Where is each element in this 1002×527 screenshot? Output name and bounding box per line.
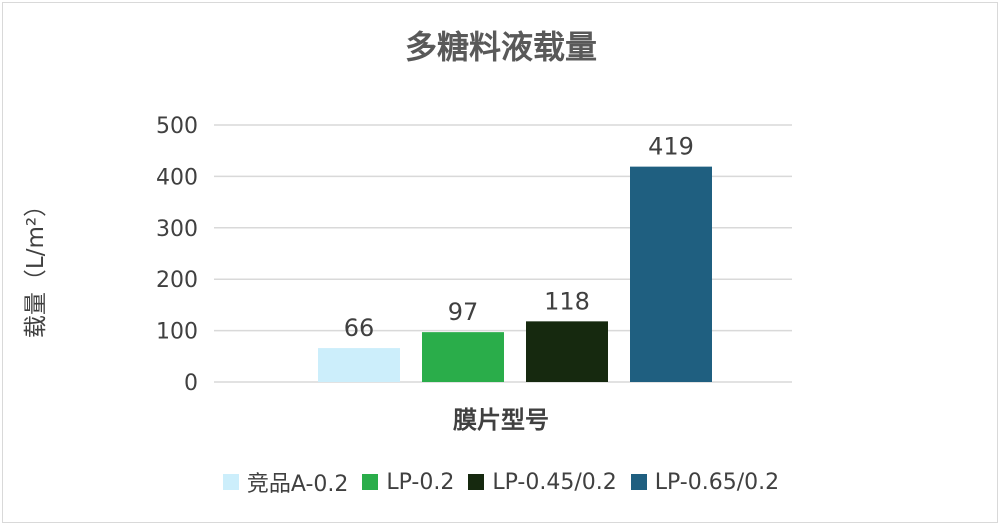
legend-swatch	[468, 474, 485, 490]
legend-item: 竞品A-0.2	[222, 466, 349, 498]
y-tick-label: 200	[156, 268, 198, 293]
data-label: 97	[448, 298, 479, 326]
bar	[422, 332, 504, 382]
y-tick-label: 300	[156, 217, 198, 242]
y-tick-label: 100	[156, 320, 198, 345]
data-label: 66	[344, 314, 375, 342]
legend-swatch	[362, 474, 379, 490]
bar	[318, 348, 400, 382]
y-tick-label: 0	[184, 371, 198, 396]
data-label: 419	[648, 133, 694, 161]
y-axis-title: 载量（L/m²）	[23, 193, 49, 339]
legend-item: LP-0.45/0.2	[468, 469, 617, 495]
bar	[526, 321, 608, 382]
legend: 竞品A-0.2 LP-0.2 LP-0.45/0.2 LP-0.65/0.2	[0, 466, 1002, 498]
bar	[630, 166, 712, 382]
legend-label: LP-0.65/0.2	[654, 469, 780, 495]
legend-item: LP-0.65/0.2	[630, 469, 780, 495]
legend-label: LP-0.45/0.2	[492, 469, 617, 495]
legend-swatch	[222, 474, 239, 490]
legend-swatch	[630, 474, 647, 490]
legend-label: 竞品A-0.2	[246, 472, 349, 497]
y-tick-label: 500	[156, 114, 198, 139]
chart-title: 多糖料液载量	[404, 28, 597, 66]
legend-item: LP-0.2	[362, 470, 454, 495]
data-label: 118	[544, 287, 590, 315]
y-tick-label: 400	[156, 165, 198, 190]
legend-label: LP-0.2	[386, 469, 455, 495]
x-axis-title: 膜片型号	[453, 406, 549, 434]
